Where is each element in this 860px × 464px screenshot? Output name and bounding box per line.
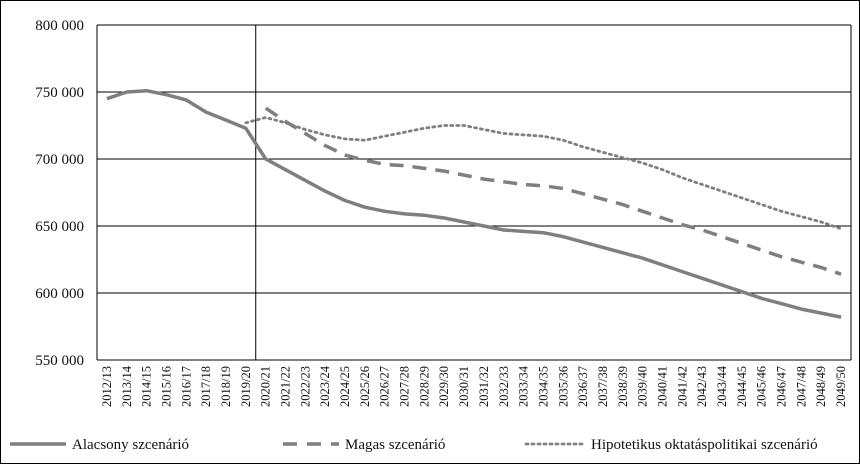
x-tick-label: 2049/50 xyxy=(834,366,848,407)
y-tick-label: 800 000 xyxy=(35,18,84,34)
legend-label: Magas szcenárió xyxy=(345,437,445,453)
legend: Alacsony szcenárió Magas szcenárió Hipotet… xyxy=(10,437,818,453)
x-tick-label: 2029/30 xyxy=(437,366,451,407)
x-tick-label: 2034/35 xyxy=(536,366,550,407)
y-tick-label: 750 000 xyxy=(35,85,84,101)
x-tick-label: 2030/31 xyxy=(457,366,471,407)
x-tick-label: 2046/47 xyxy=(775,366,789,407)
legend-label: Hipotetikus oktatáspolitikai szcenárió xyxy=(591,437,818,453)
x-tick-label: 2022/23 xyxy=(298,366,312,407)
x-tick-label: 2012/13 xyxy=(100,366,114,407)
x-tick-label: 2035/36 xyxy=(556,366,570,407)
y-tick-label: 650 000 xyxy=(35,219,84,235)
x-tick-label: 2020/21 xyxy=(259,366,273,407)
y-tick-label: 550 000 xyxy=(35,353,84,369)
legend-label: Alacsony szcenárió xyxy=(72,437,189,453)
gridlines xyxy=(96,24,852,361)
x-tick-label: 2021/22 xyxy=(279,366,293,407)
x-tick-label: 2038/39 xyxy=(616,366,630,407)
x-tick-label: 2031/32 xyxy=(477,366,491,407)
x-tick-label: 2023/24 xyxy=(318,365,332,407)
x-tick-label: 2014/15 xyxy=(140,366,154,407)
x-tick-label: 2036/37 xyxy=(576,366,590,407)
y-tick-label: 700 000 xyxy=(35,152,84,168)
x-tick-label: 2024/25 xyxy=(338,366,352,407)
x-tick-label: 2017/18 xyxy=(199,366,213,407)
x-tick-label: 2042/43 xyxy=(695,366,709,407)
x-tick-label: 2047/48 xyxy=(794,366,808,407)
x-tick-label: 2016/17 xyxy=(179,366,193,407)
x-tick-label: 2039/40 xyxy=(636,366,650,407)
x-tick-label: 2043/44 xyxy=(715,365,729,407)
x-tick-label: 2026/27 xyxy=(378,366,392,407)
x-tick-label: 2025/26 xyxy=(358,366,372,407)
series-line-solid xyxy=(106,88,842,319)
x-tick-label: 2037/38 xyxy=(596,366,610,407)
series-line-dashed xyxy=(264,106,842,276)
x-axis-tick-labels: 2012/13 2013/14 2014/15 2015/16 2016/17 2017/… xyxy=(100,365,848,407)
x-tick-label: 2044/45 xyxy=(735,366,749,407)
x-tick-label: 2028/29 xyxy=(417,366,431,407)
x-tick-label: 2040/41 xyxy=(656,366,670,407)
x-tick-label: 2041/42 xyxy=(675,366,689,407)
series-line-dotted xyxy=(244,116,843,231)
y-tick-label: 600 000 xyxy=(35,286,84,302)
x-tick-label: 2033/34 xyxy=(517,365,531,407)
x-tick-label: 2032/33 xyxy=(497,366,511,407)
x-tick-label: 2045/46 xyxy=(755,366,769,407)
x-tick-label: 2048/49 xyxy=(814,366,828,407)
x-tick-label: 2013/14 xyxy=(120,365,134,407)
x-tick-label: 2019/20 xyxy=(239,366,253,407)
x-tick-label: 2015/16 xyxy=(159,366,173,407)
x-tick-label: 2027/28 xyxy=(398,366,412,407)
y-axis-tick-labels: 800 000 750 000 700 000 650 000 600 000 550 0… xyxy=(35,18,84,369)
series-lines xyxy=(106,88,843,319)
x-tick-label: 2018/19 xyxy=(219,366,233,407)
